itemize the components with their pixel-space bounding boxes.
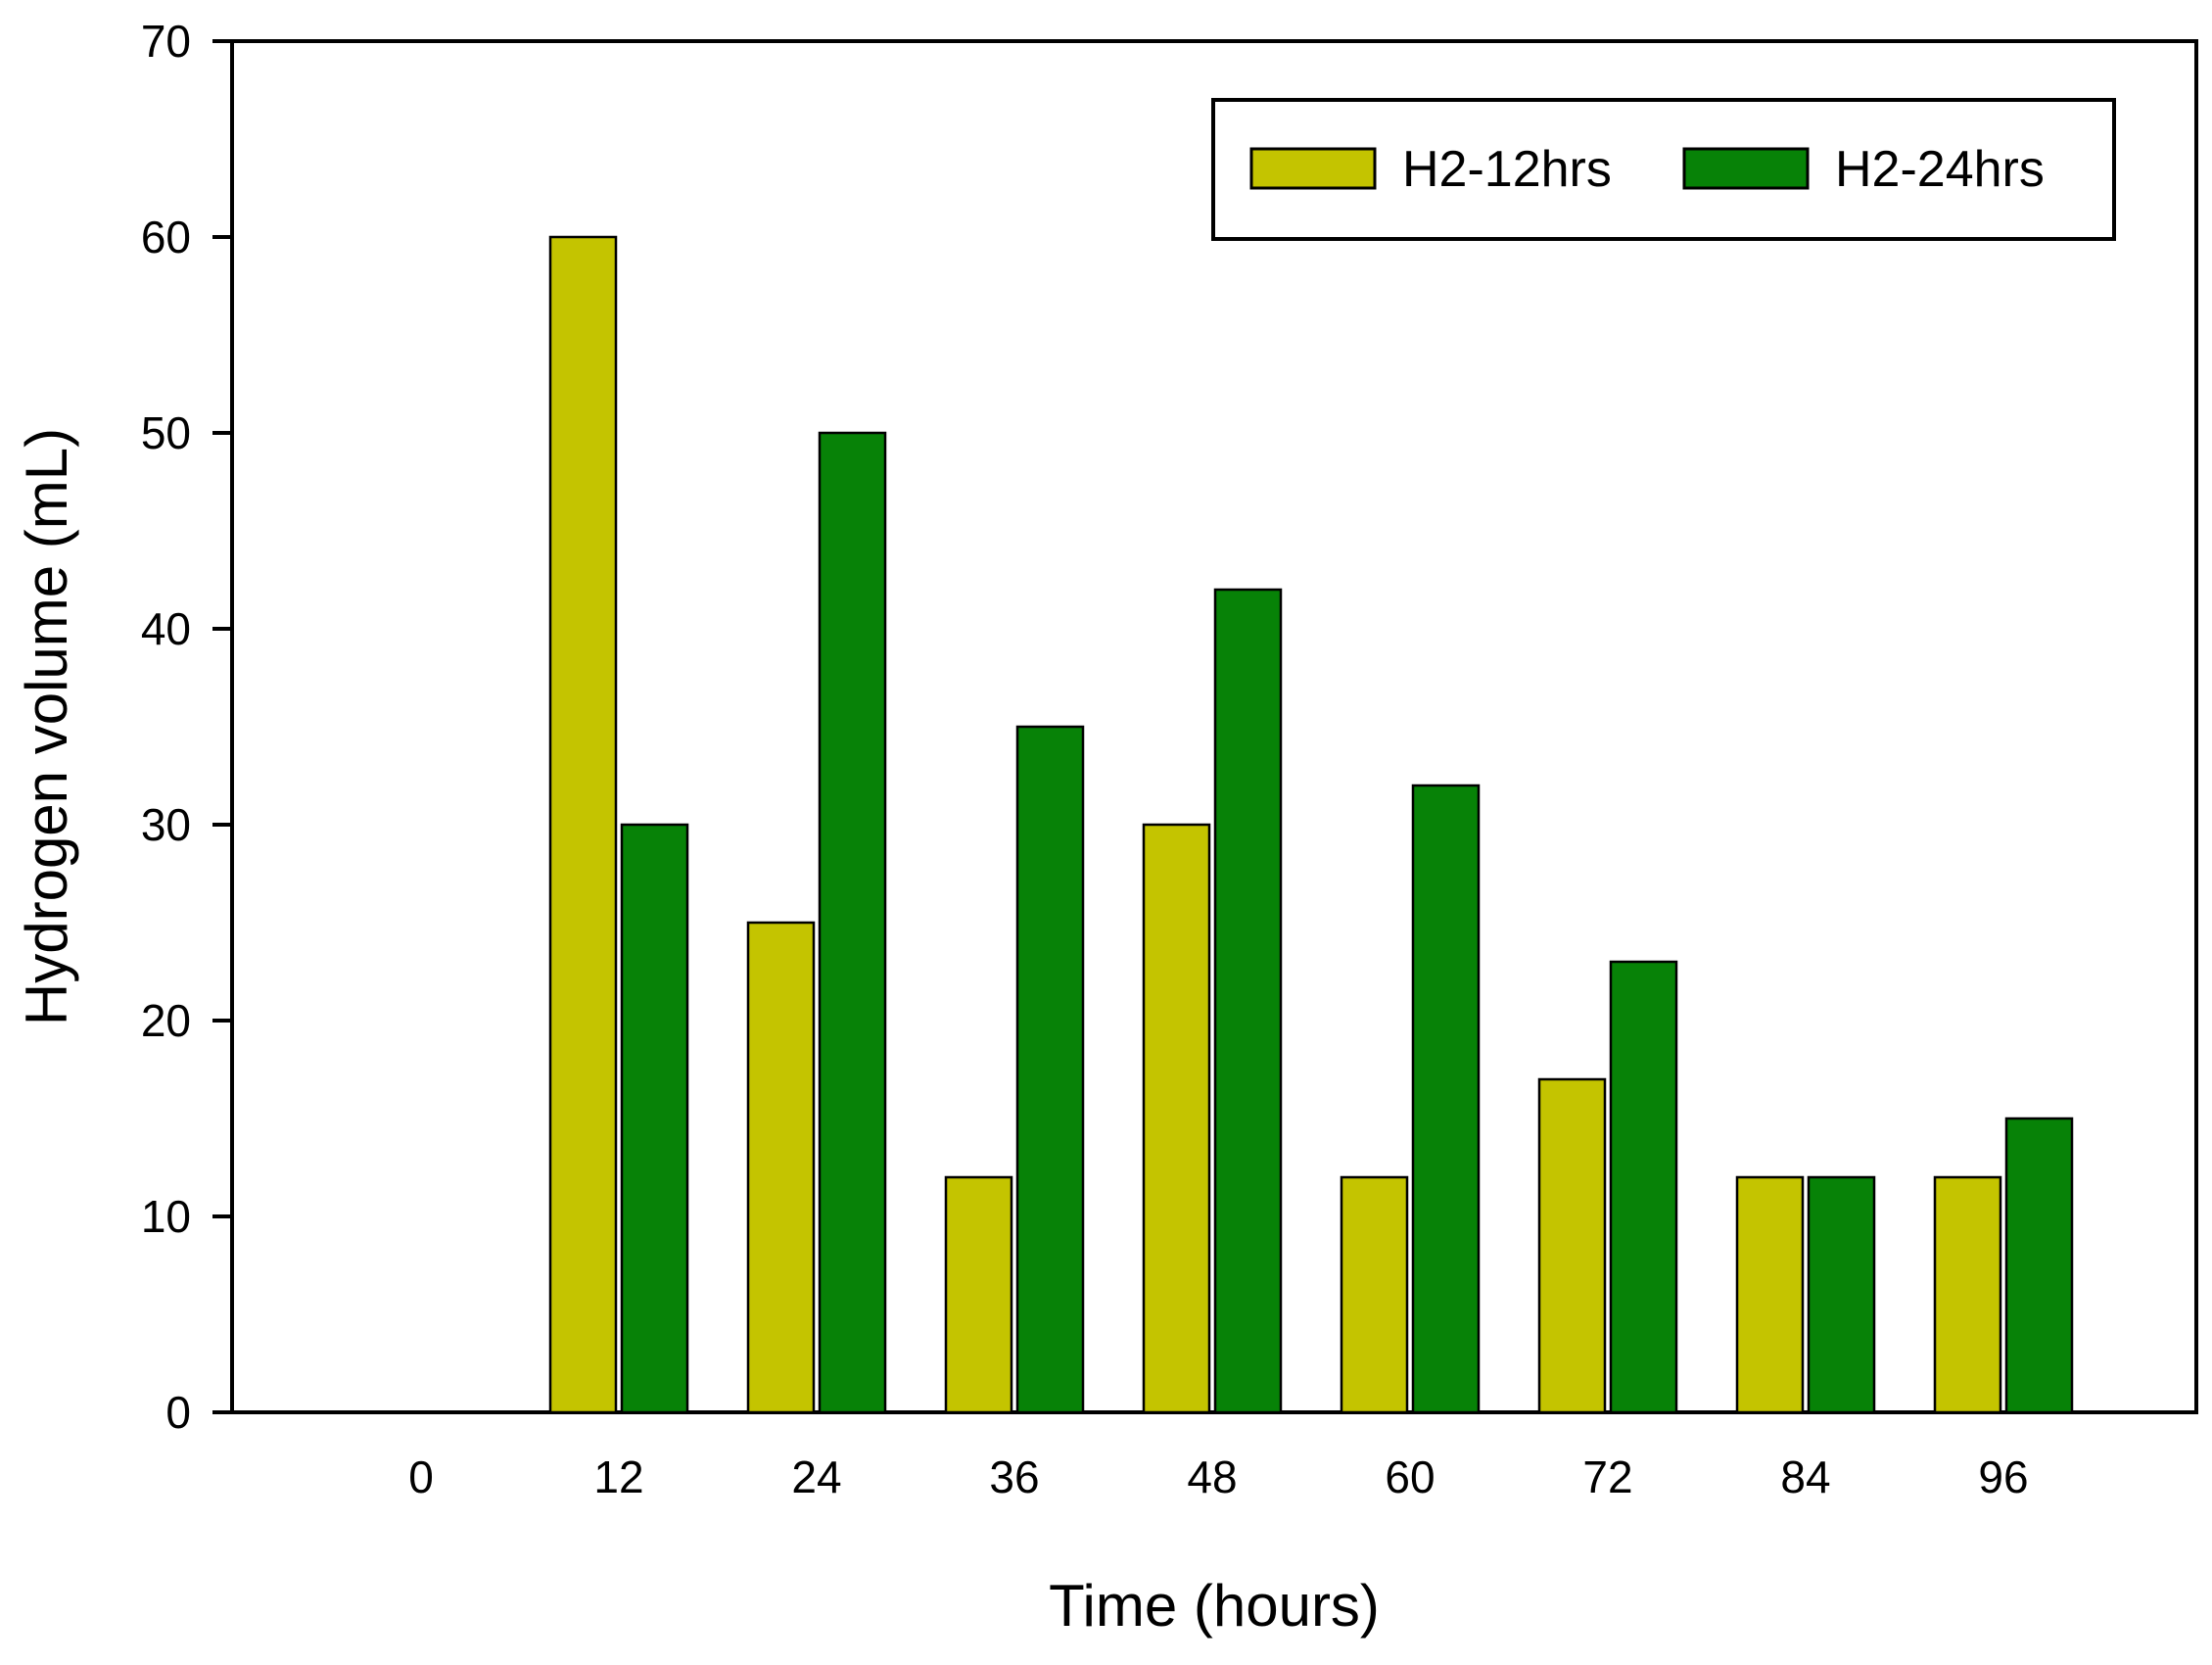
legend-swatch-h2-24hrs xyxy=(1682,147,1810,190)
x-tick-label: 60 xyxy=(1385,1451,1435,1502)
y-tick-label: 30 xyxy=(141,799,191,850)
y-axis-title: Hydrogen volume (mL) xyxy=(14,428,79,1025)
bar-h2-12hrs-36 xyxy=(944,1175,1013,1414)
legend-label-h2-12hrs: H2-12hrs xyxy=(1402,141,1612,198)
y-tick-label: 50 xyxy=(141,407,191,458)
x-axis-title: Time (hours) xyxy=(1049,1573,1380,1639)
bar-h2-24hrs-84 xyxy=(1807,1175,1876,1414)
x-tick-label: 24 xyxy=(791,1451,841,1502)
bar-h2-24hrs-72 xyxy=(1609,960,1678,1414)
x-tick-label: 36 xyxy=(989,1451,1039,1502)
bar-h2-12hrs-12 xyxy=(548,235,618,1414)
bar-h2-24hrs-60 xyxy=(1411,784,1481,1414)
x-tick-label: 12 xyxy=(593,1451,643,1502)
bar-h2-12hrs-84 xyxy=(1735,1175,1805,1414)
bars xyxy=(548,235,2074,1414)
x-tick-label: 84 xyxy=(1780,1451,1830,1502)
bar-h2-24hrs-12 xyxy=(620,823,689,1414)
x-tick-label: 72 xyxy=(1582,1451,1632,1502)
bar-h2-12hrs-24 xyxy=(746,921,816,1414)
y-tick-label: 60 xyxy=(141,212,191,262)
y-tick-label: 10 xyxy=(141,1191,191,1242)
bar-h2-24hrs-36 xyxy=(1015,725,1085,1414)
legend: H2-12hrs H2-24hrs xyxy=(1211,98,2116,241)
axis-labels: Time (hours) Hydrogen volume (mL) xyxy=(14,428,1380,1639)
legend-swatch-h2-12hrs xyxy=(1249,147,1377,190)
y-tick-label: 20 xyxy=(141,995,191,1046)
y-tick-label: 0 xyxy=(165,1387,191,1438)
x-tick-label: 0 xyxy=(408,1451,434,1502)
x-tick-label: 96 xyxy=(1978,1451,2028,1502)
x-tick-label: 48 xyxy=(1187,1451,1237,1502)
y-tick-label: 40 xyxy=(141,603,191,654)
bar-h2-12hrs-96 xyxy=(1933,1175,2002,1414)
y-tick-label: 70 xyxy=(141,16,191,67)
bar-h2-24hrs-48 xyxy=(1213,588,1283,1414)
bar-h2-24hrs-24 xyxy=(818,431,887,1414)
legend-label-h2-24hrs: H2-24hrs xyxy=(1835,141,2045,198)
bar-h2-12hrs-60 xyxy=(1340,1175,1409,1414)
bar-h2-24hrs-96 xyxy=(2004,1117,2074,1414)
bar-h2-12hrs-72 xyxy=(1537,1077,1607,1414)
bar-h2-12hrs-48 xyxy=(1142,823,1211,1414)
